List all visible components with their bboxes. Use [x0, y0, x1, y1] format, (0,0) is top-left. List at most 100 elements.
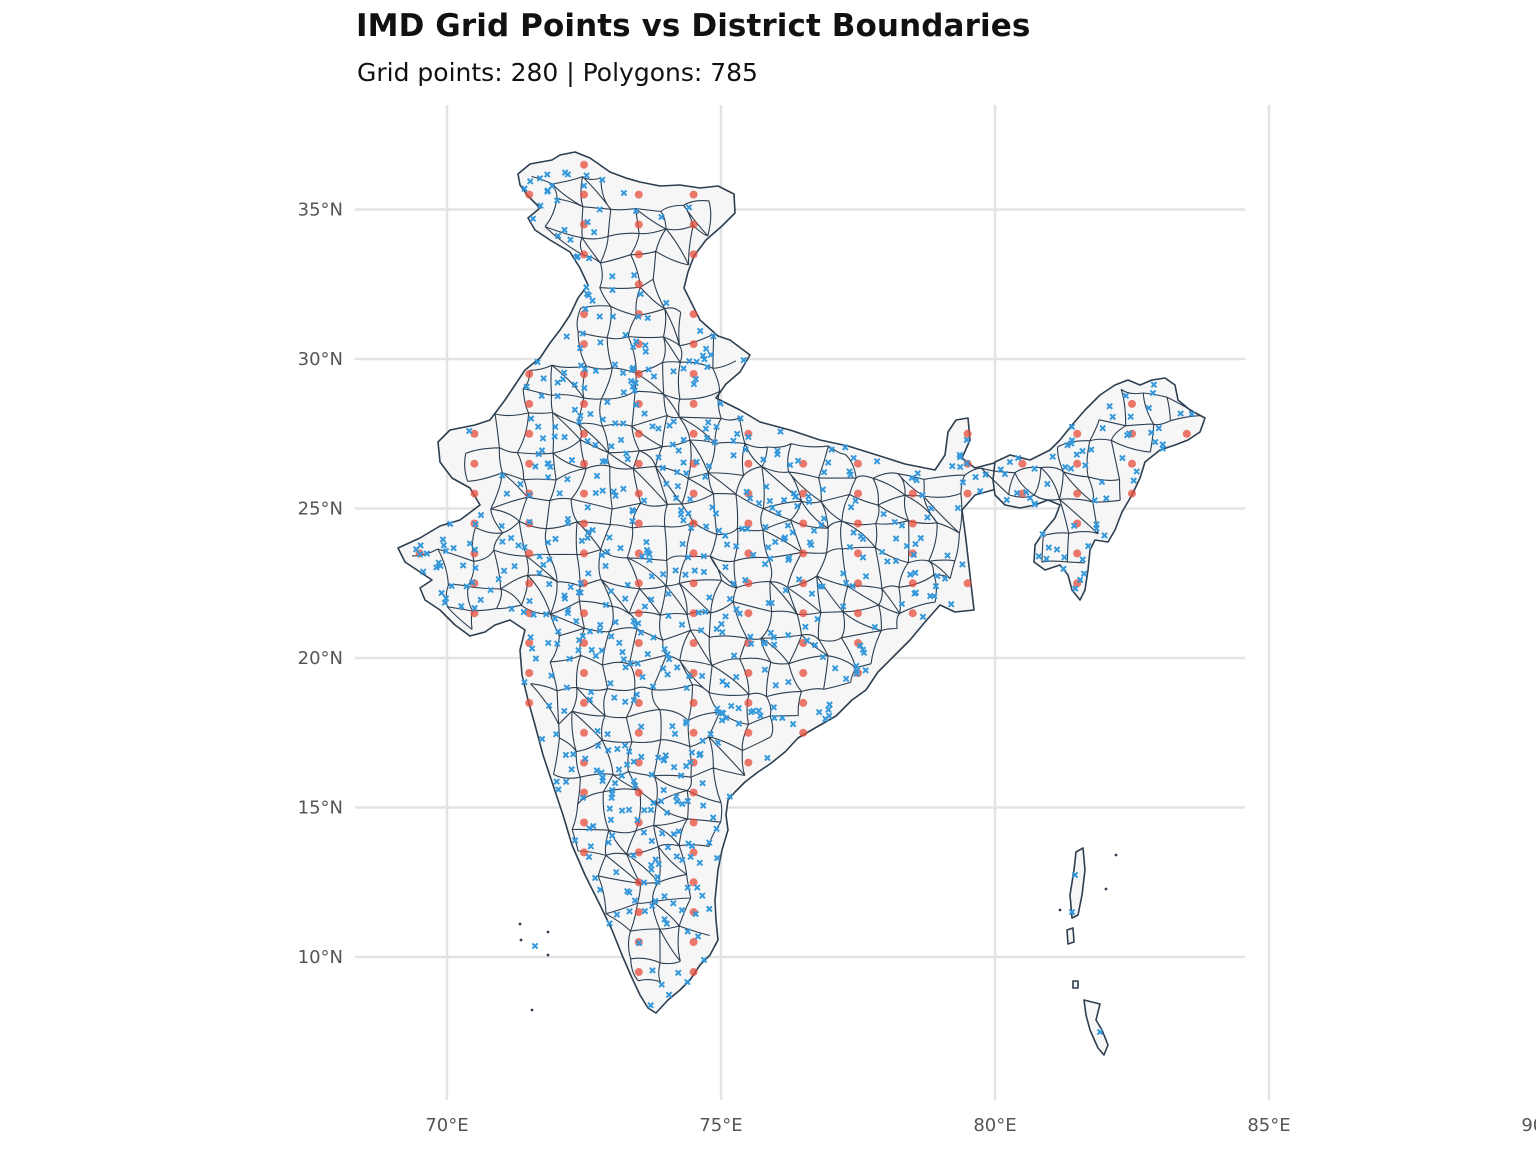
district-centroid — [643, 538, 650, 546]
district-centroid — [503, 490, 511, 498]
district-centroid — [1080, 570, 1088, 578]
district-centroid — [857, 532, 865, 540]
district-centroid — [696, 859, 704, 867]
grid-point — [634, 698, 643, 707]
district-centroid — [552, 730, 560, 738]
district-centroid — [598, 176, 606, 184]
district-centroid — [1067, 440, 1075, 447]
district-centroid — [589, 822, 597, 830]
district-centroid — [761, 666, 769, 674]
district-centroid — [702, 608, 709, 616]
district-centroid — [527, 633, 534, 641]
grid-point — [689, 639, 698, 647]
district-centroid — [707, 730, 714, 738]
district-centroid — [1106, 402, 1113, 410]
district-centroid — [1145, 404, 1153, 412]
district-centroid — [1071, 585, 1079, 592]
district-centroid — [696, 327, 704, 335]
district-centroid — [498, 472, 506, 479]
district-centroid — [440, 541, 448, 549]
grid-point — [799, 549, 808, 558]
district-centroid — [1071, 871, 1079, 879]
district-centroid — [645, 366, 653, 373]
district-centroid — [749, 707, 757, 715]
island-dot — [518, 922, 522, 926]
district-centroid — [576, 412, 584, 420]
district-centroid — [686, 495, 694, 503]
district-centroid — [1070, 522, 1078, 530]
district-centroid — [613, 911, 621, 918]
grid-point — [634, 429, 643, 438]
district-centroid — [919, 613, 927, 621]
grid-point — [634, 609, 643, 618]
grid-point — [799, 489, 808, 498]
grid-point — [854, 519, 862, 528]
district-centroid — [1130, 477, 1138, 484]
district-centroid — [1061, 463, 1069, 471]
district-centroid — [693, 458, 700, 466]
district-centroid — [1151, 438, 1159, 446]
district-centroid — [437, 562, 444, 570]
grid-point — [580, 310, 588, 319]
district-centroid — [463, 583, 471, 590]
grid-point — [580, 669, 588, 677]
grid-point — [854, 609, 862, 618]
district-centroid — [709, 503, 716, 511]
district-centroid — [816, 582, 824, 590]
district-centroid — [472, 520, 479, 528]
district-centroid — [548, 672, 555, 679]
district-centroid — [770, 633, 778, 641]
district-centroid — [1084, 542, 1092, 550]
district-centroid — [662, 752, 670, 759]
district-centroid — [705, 839, 713, 847]
district-centroid — [997, 466, 1005, 473]
district-centroid — [649, 683, 657, 690]
y-axis-labels: 10°N 15°N 20°N 25°N 30°N 35°N — [298, 200, 343, 969]
district-centroid — [682, 571, 689, 579]
district-centroid — [537, 202, 544, 210]
district-centroid — [575, 646, 582, 654]
district-centroid — [871, 623, 879, 631]
district-centroid — [699, 352, 707, 360]
district-centroid — [678, 621, 686, 629]
grid-point — [634, 878, 643, 887]
district-centroid — [596, 206, 604, 213]
district-centroid — [785, 556, 792, 564]
district-centroid — [780, 496, 788, 504]
grid-point — [963, 489, 972, 498]
district-centroid — [619, 420, 627, 427]
district-centroid — [1013, 489, 1021, 497]
island-outline — [1069, 847, 1086, 919]
grid-point — [1182, 429, 1191, 438]
district-centroid — [908, 474, 916, 482]
district-centroid — [659, 665, 667, 672]
district-centroid — [730, 580, 737, 587]
district-centroid — [742, 446, 749, 453]
district-centroid — [1006, 458, 1014, 466]
district-centroid — [615, 639, 623, 647]
district-centroid — [778, 714, 786, 722]
district-centroid — [660, 786, 668, 794]
district-centroid — [700, 552, 708, 560]
district-centroid — [705, 905, 713, 913]
district-centroid — [563, 333, 571, 340]
district-centroid — [579, 330, 587, 337]
district-centroid — [629, 343, 637, 351]
grid-point — [470, 429, 479, 438]
district-centroid — [632, 338, 640, 345]
northeast-outline — [992, 377, 1206, 601]
district-centroid — [583, 172, 590, 179]
district-centroids — [412, 169, 1196, 1036]
district-centroid — [696, 751, 703, 759]
district-centroid — [642, 348, 650, 355]
district-centroid — [630, 777, 638, 785]
district-centroid — [678, 906, 686, 914]
district-centroid — [1076, 576, 1084, 584]
district-centroid — [591, 874, 599, 882]
district-centroid — [587, 410, 594, 418]
district-centroid — [898, 522, 906, 529]
district-centroid — [562, 751, 570, 759]
district-centroid — [704, 418, 712, 426]
district-centroid — [534, 358, 541, 366]
district-centroid — [735, 720, 743, 727]
